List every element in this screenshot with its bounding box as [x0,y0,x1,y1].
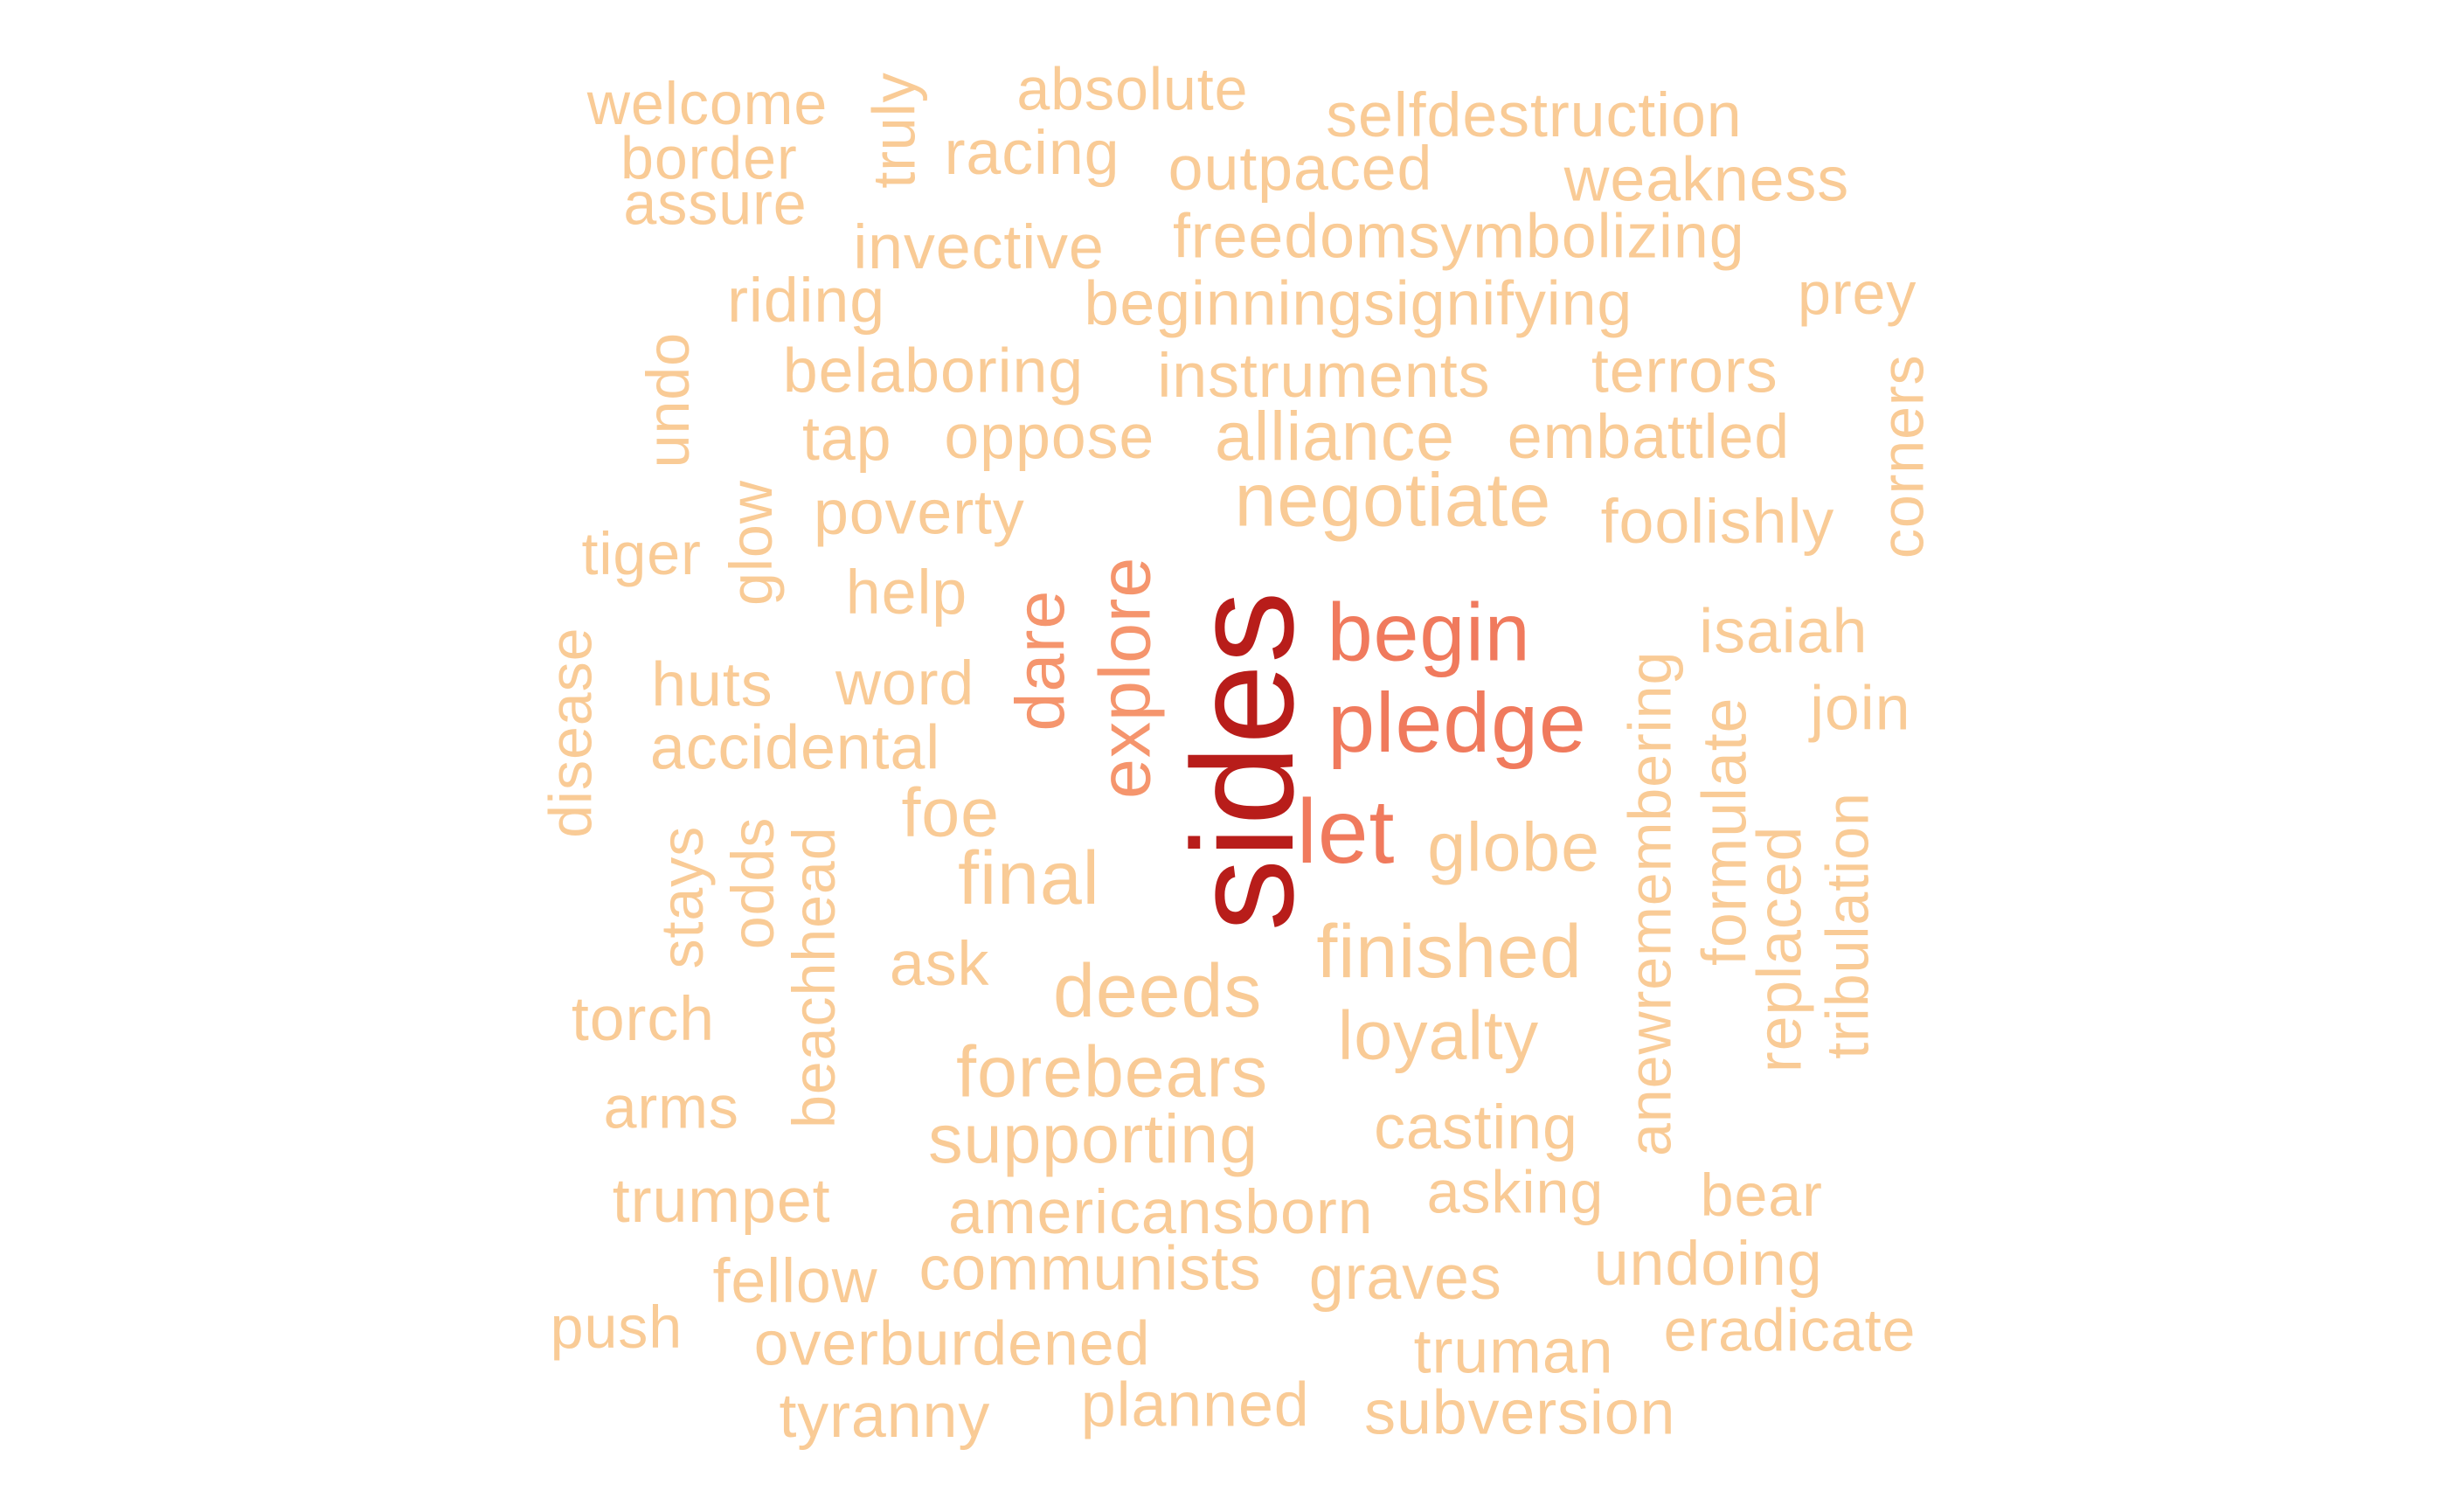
word-truly: truly [863,72,929,189]
word-disease: disease [539,627,606,838]
word-weakness: weakness [1563,145,1850,215]
word-dare: dare [1002,589,1079,732]
word-freedomsymbolizing: freedomsymbolizing [1172,202,1745,272]
word-undo: undo [636,332,704,468]
word-absolute: absolute [1016,58,1249,124]
word-terrors: terrors [1591,336,1778,406]
word-pledge: pledge [1327,676,1587,771]
word-racing: racing [944,119,1120,189]
word-foe: foe [901,774,1000,852]
word-let: let [1296,780,1396,884]
word-eradicate: eradicate [1663,1299,1917,1365]
word-subversion: subversion [1364,1378,1676,1448]
word-beachhead: beachhead [782,826,849,1129]
word-final: final [958,837,1100,921]
word-join: join [1810,674,1911,744]
word-tyranny: tyranny [779,1382,991,1452]
word-odds: odds [721,816,788,950]
word-globe: globe [1427,809,1600,887]
word-corners: corners [1871,354,1937,559]
word-welcome: welcome [586,72,828,138]
word-casting: casting [1374,1093,1578,1163]
word-embattled: embattled [1507,403,1791,473]
word-riding: riding [727,267,886,336]
word-explore: explore [1084,556,1166,799]
word-glow: glow [719,480,787,606]
word-loyalty: loyalty [1337,997,1539,1075]
word-finished: finished [1316,911,1583,995]
word-accidental: accidental [649,713,941,783]
word-poverty: poverty [813,478,1025,548]
word-begin: begin [1327,588,1531,680]
word-anewremembering: anewremembering [1619,650,1685,1157]
word-help: help [845,558,968,628]
word-planned: planned [1080,1370,1310,1440]
word-supporting: supporting [928,1101,1258,1178]
word-alliance: alliance [1214,398,1455,475]
word-beginningsignifying: beginningsignifying [1084,269,1633,339]
word-undoing: undoing [1593,1230,1823,1300]
word-deeds: deeds [1053,950,1263,1034]
word-instruments: instruments [1157,342,1491,412]
word-fellow: fellow [712,1246,878,1316]
word-truman: truman [1413,1317,1614,1387]
word-word: word [835,649,975,719]
word-huts: huts [651,650,773,720]
word-assure: assure [623,172,808,239]
word-foolishly: foolishly [1600,488,1835,558]
word-push: push [550,1295,683,1362]
word-invective: invective [853,213,1105,283]
word-americansborn: americansborn [947,1177,1374,1247]
word-selfdestruction: selfdestruction [1326,81,1743,151]
word-stays: stays [650,825,717,969]
word-tribulation: tribulation [1816,792,1882,1059]
word-prey: prey [1798,261,1917,329]
word-replaced: replaced [1745,825,1815,1073]
word-negotiate: negotiate [1234,459,1552,544]
word-ask: ask [889,930,990,1000]
word-oppose: oppose [944,403,1155,473]
word-tiger: tiger [581,522,702,589]
word-graves: graves [1308,1244,1502,1314]
word-border: border [620,127,798,193]
word-sides: sides [1163,590,1324,932]
word-torch: torch [571,985,715,1055]
word-trumpet: trumpet [612,1167,831,1237]
word-outpaced: outpaced [1168,135,1433,205]
word-tap: tap [801,405,892,475]
word-arms: arms [603,1076,739,1142]
word-overburdened: overburdened [753,1309,1151,1379]
word-isaiah: isaiah [1699,597,1868,667]
word-bear: bear [1700,1163,1823,1231]
word-forebears: forebears [956,1030,1269,1113]
word-communists: communists [918,1234,1262,1304]
word-asking: asking [1426,1161,1605,1227]
word-belaboring: belaboring [782,336,1085,406]
